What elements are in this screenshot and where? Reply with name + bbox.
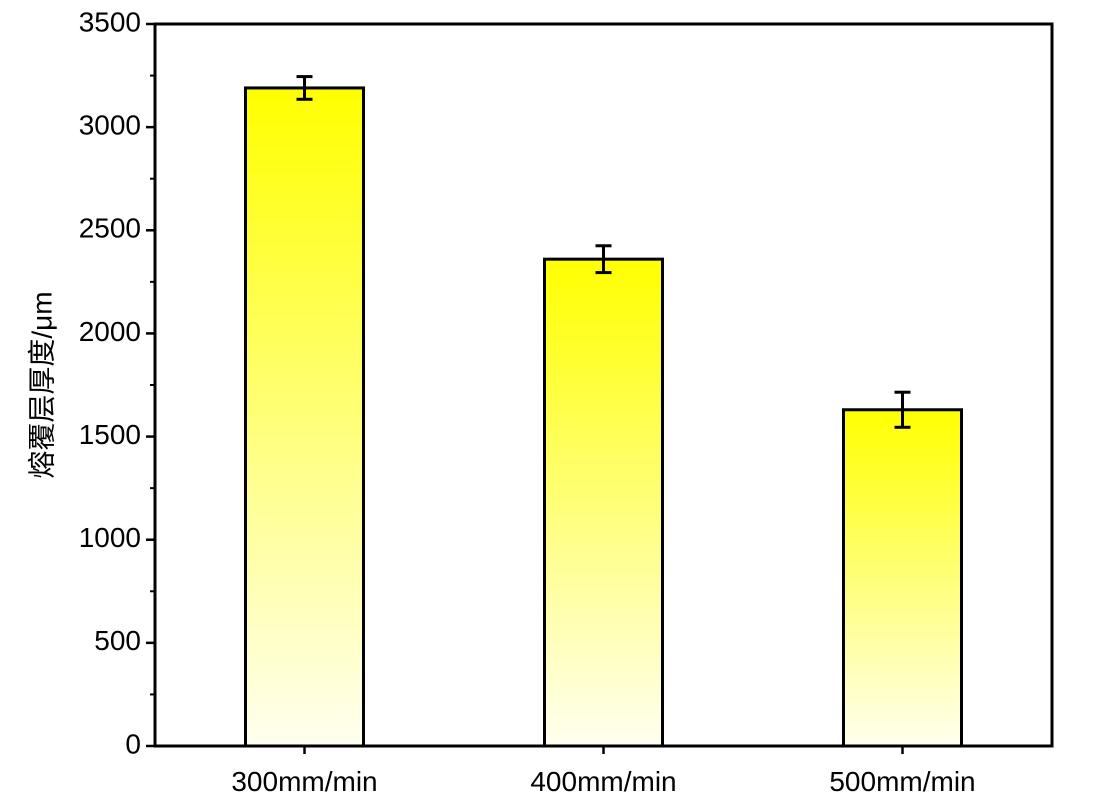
x-tick-label: 300mm/min xyxy=(231,766,377,797)
y-tick-label: 1000 xyxy=(79,522,141,553)
x-tick-label: 400mm/min xyxy=(530,766,676,797)
y-tick-label: 3000 xyxy=(79,110,141,141)
y-axis-title: 熔覆层厚度/μm xyxy=(26,291,57,478)
y-tick-label: 0 xyxy=(125,728,141,759)
y-tick-label: 2500 xyxy=(79,213,141,244)
error-bars-layer xyxy=(296,75,911,429)
bar-300mm-min xyxy=(244,86,365,748)
y-tick-label: 3500 xyxy=(79,6,141,37)
bar-400mm-min xyxy=(543,257,664,748)
bar-500mm-min xyxy=(842,408,963,748)
y-tick-label: 1500 xyxy=(79,419,141,450)
x-axis-ticks: 300mm/min 400mm/min 500mm/min xyxy=(231,746,976,797)
y-axis-ticks: 0 500 1000 1500 2000 2500 3000 3500 xyxy=(79,6,155,759)
y-tick-label: 2000 xyxy=(79,316,141,347)
y-tick-label: 500 xyxy=(94,625,141,656)
x-tick-label: 500mm/min xyxy=(829,766,975,797)
